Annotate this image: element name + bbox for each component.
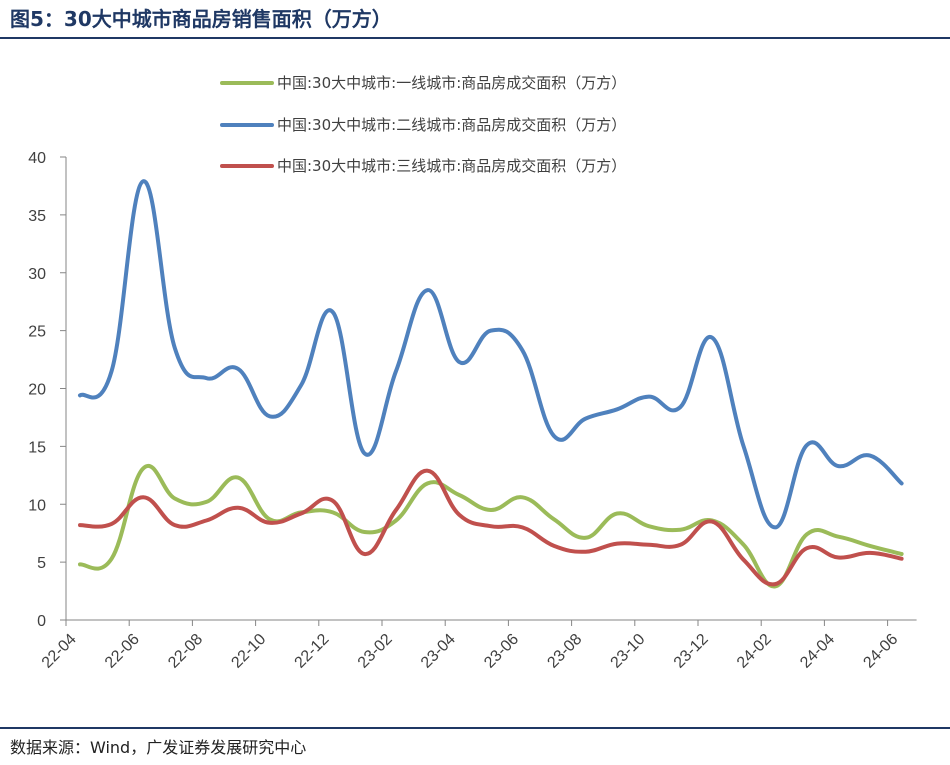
x-tick-label: 23-10 xyxy=(608,631,649,672)
y-tick-label: 40 xyxy=(28,150,46,167)
x-tick-label: 24-06 xyxy=(860,631,901,672)
y-tick-label: 10 xyxy=(28,497,46,514)
y-tick-label: 15 xyxy=(28,439,46,456)
legend-label: 中国:30大中城市:二线城市:商品房成交面积（万方） xyxy=(277,116,626,134)
x-tick-label: 22-08 xyxy=(165,631,206,672)
y-tick-label: 25 xyxy=(28,324,46,341)
series-line-tier2 xyxy=(78,179,904,530)
x-tick-label: 22-12 xyxy=(292,631,333,672)
series-layer xyxy=(78,179,904,589)
x-tick-label: 22-04 xyxy=(39,631,80,672)
x-tick-label: 23-06 xyxy=(481,631,522,672)
footer-rule xyxy=(0,727,950,729)
x-tick-label: 24-04 xyxy=(797,631,838,672)
legend-item-tier3: 中国:30大中城市:三线城市:商品房成交面积（万方） xyxy=(220,157,626,175)
legend-label: 中国:30大中城市:一线城市:商品房成交面积（万方） xyxy=(277,74,626,92)
y-tick-label: 0 xyxy=(37,613,46,630)
x-tick-label: 23-04 xyxy=(418,631,459,672)
legend-label: 中国:30大中城市:三线城市:商品房成交面积（万方） xyxy=(277,157,626,175)
line-chart: 0 5 10 15 20 25 30 35 40 22-04 22-06 22-08 22-10 22-1… xyxy=(28,74,917,672)
x-tick-label: 22-06 xyxy=(102,631,143,672)
x-tick-label: 23-08 xyxy=(544,631,585,672)
x-tick-label: 23-12 xyxy=(671,631,712,672)
series-line-tier3 xyxy=(78,468,904,587)
y-tick-label: 30 xyxy=(28,266,46,283)
figure-title: 图5：30大中城市商品房销售面积（万方） xyxy=(10,7,392,31)
legend-item-tier1: 中国:30大中城市:一线城市:商品房成交面积（万方） xyxy=(220,74,626,92)
y-tick-label: 5 xyxy=(37,555,46,572)
legend-item-tier2: 中国:30大中城市:二线城市:商品房成交面积（万方） xyxy=(220,116,626,134)
title-underline xyxy=(0,37,950,39)
chart-axes: 0 5 10 15 20 25 30 35 40 22-04 22-06 22-08 22-10 22-1… xyxy=(28,150,917,672)
chart-legend: 中国:30大中城市:一线城市:商品房成交面积（万方） 中国:30大中城市:二线城市… xyxy=(220,74,626,175)
source-note: 数据来源：Wind，广发证券发展研究中心 xyxy=(10,738,307,757)
y-tick-label: 35 xyxy=(28,208,46,225)
x-tick-label: 23-02 xyxy=(355,631,396,672)
x-tick-label: 24-02 xyxy=(734,631,775,672)
x-tick-label: 22-10 xyxy=(228,631,269,672)
y-tick-label: 20 xyxy=(28,382,46,399)
